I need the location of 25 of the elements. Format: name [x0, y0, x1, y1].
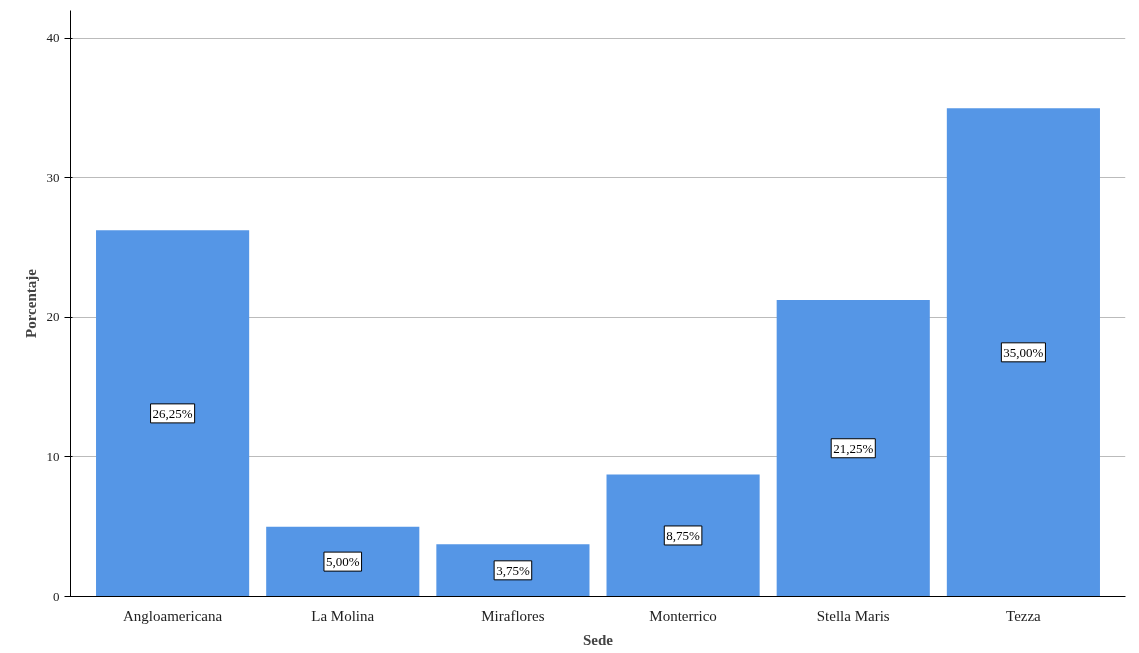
- data-label: 35,00%: [1003, 344, 1044, 360]
- x-tick-label: Miraflores: [481, 607, 545, 624]
- x-tick-label: La Molina: [311, 607, 375, 624]
- bar: [436, 544, 590, 597]
- x-axis-title: Sede: [583, 631, 614, 648]
- x-tick-label: Stella Maris: [816, 607, 890, 624]
- bar: [946, 108, 1100, 597]
- bar: [606, 474, 760, 597]
- data-label: 5,00%: [325, 554, 360, 570]
- bar: [266, 526, 420, 597]
- bar: [776, 300, 930, 597]
- y-tick-label: 30: [46, 169, 60, 185]
- y-tick-label: 20: [46, 309, 60, 325]
- data-label: 26,25%: [152, 405, 193, 421]
- x-tick-label: Tezza: [1006, 607, 1042, 624]
- x-tick-label: Angloamericana: [123, 607, 223, 624]
- data-label: 21,25%: [833, 440, 874, 456]
- bar: [96, 230, 250, 597]
- x-tick-label: Monterrico: [649, 607, 717, 624]
- y-tick-label: 0: [53, 588, 60, 604]
- y-tick-label: 10: [46, 448, 60, 464]
- data-label: 3,75%: [496, 562, 530, 578]
- y-axis-title: Porcentaje: [22, 268, 39, 338]
- data-label: 8,75%: [666, 527, 701, 543]
- y-tick-label: 40: [46, 30, 60, 46]
